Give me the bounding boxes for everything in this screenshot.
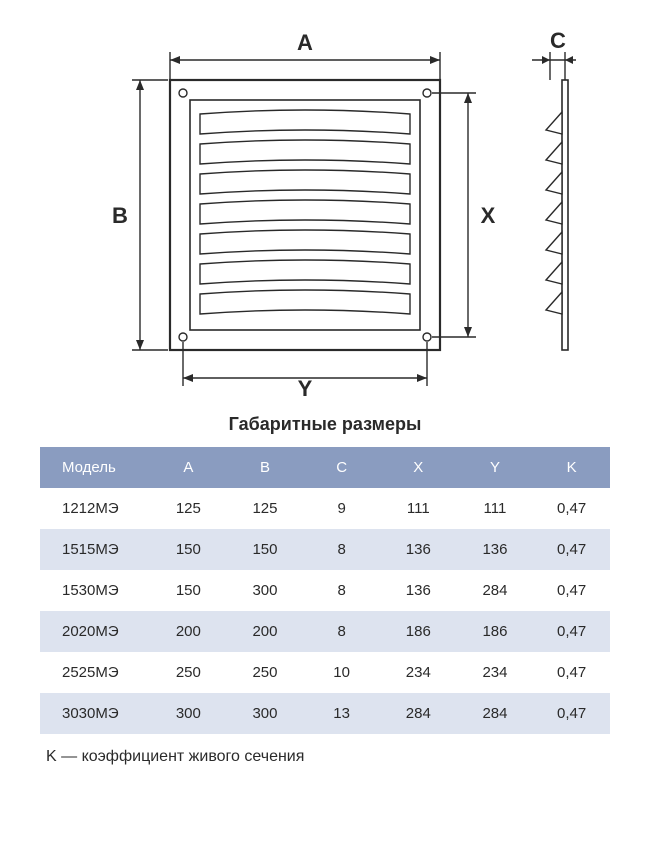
table-cell: 284 [380,693,457,734]
table-cell: 8 [303,570,380,611]
table-cell: 136 [457,529,534,570]
col-c: C [303,447,380,488]
table-cell: 10 [303,652,380,693]
table-cell: 234 [380,652,457,693]
table-cell: 8 [303,529,380,570]
table-cell: 300 [227,570,304,611]
table-cell: 1515МЭ [40,529,150,570]
table-cell: 200 [150,611,227,652]
table-cell: 13 [303,693,380,734]
table-cell: 234 [457,652,534,693]
table-cell: 2020МЭ [40,611,150,652]
table-cell: 136 [380,570,457,611]
table-cell: 1530МЭ [40,570,150,611]
table-row: 1515МЭ15015081361360,47 [40,529,610,570]
table-row: 3030МЭ300300132842840,47 [40,693,610,734]
col-x: X [380,447,457,488]
col-a: A [150,447,227,488]
table-cell: 0,47 [533,611,610,652]
table-cell: 111 [380,488,457,529]
table-row: 2020МЭ20020081861860,47 [40,611,610,652]
dim-label-c: C [550,28,566,53]
dim-label-a: A [297,30,313,55]
table-cell: 0,47 [533,652,610,693]
table-cell: 300 [227,693,304,734]
table-title: Габаритные размеры [40,414,610,435]
table-cell: 1212МЭ [40,488,150,529]
table-header-row: Модель A B C X Y K [40,447,610,488]
table-cell: 284 [457,693,534,734]
table-cell: 125 [227,488,304,529]
table-cell: 9 [303,488,380,529]
table-cell: 150 [150,570,227,611]
dim-label-b: B [112,203,128,228]
table-cell: 186 [457,611,534,652]
table-cell: 2525МЭ [40,652,150,693]
table-cell: 200 [227,611,304,652]
table-cell: 250 [227,652,304,693]
table-cell: 150 [227,529,304,570]
table-cell: 0,47 [533,693,610,734]
dimensions-table: Модель A B C X Y K 1212МЭ12512591111110,… [40,447,610,734]
dim-label-y: Y [298,376,313,400]
dimension-diagram: A B [40,20,610,400]
col-model: Модель [40,447,150,488]
table-cell: 125 [150,488,227,529]
table-cell: 111 [457,488,534,529]
footnote: K — коэффициент живого сечения [40,748,610,766]
table-cell: 0,47 [533,529,610,570]
table-cell: 8 [303,611,380,652]
col-b: B [227,447,304,488]
table-cell: 186 [380,611,457,652]
col-k: K [533,447,610,488]
table-cell: 0,47 [533,570,610,611]
col-y: Y [457,447,534,488]
table-cell: 3030МЭ [40,693,150,734]
table-row: 1212МЭ12512591111110,47 [40,488,610,529]
table-cell: 136 [380,529,457,570]
table-cell: 250 [150,652,227,693]
table-row: 2525МЭ250250102342340,47 [40,652,610,693]
dim-label-x: X [481,203,496,228]
table-cell: 0,47 [533,488,610,529]
table-cell: 284 [457,570,534,611]
table-cell: 300 [150,693,227,734]
table-cell: 150 [150,529,227,570]
table-row: 1530МЭ15030081362840,47 [40,570,610,611]
